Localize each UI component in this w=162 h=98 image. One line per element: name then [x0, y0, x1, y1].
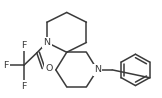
Text: F: F: [21, 41, 27, 50]
Text: N: N: [94, 65, 101, 74]
Text: F: F: [21, 82, 27, 91]
Text: N: N: [43, 38, 51, 47]
Text: F: F: [3, 61, 8, 70]
Text: O: O: [45, 64, 52, 73]
